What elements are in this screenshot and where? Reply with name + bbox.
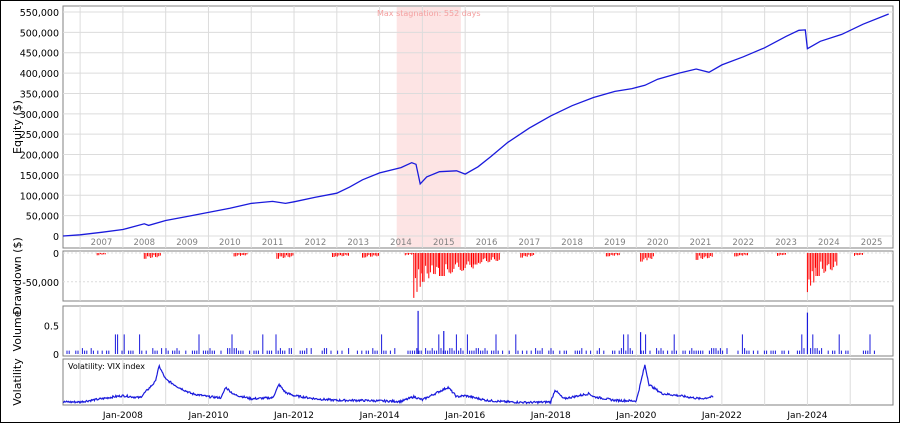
stagnation-label: Max stagnation: 552 days bbox=[377, 9, 481, 18]
year-label: 2022 bbox=[732, 238, 754, 248]
date-tick-label: Jan-2014 bbox=[359, 411, 400, 421]
stagnation-band bbox=[396, 7, 461, 247]
date-tick-label: Jan-2024 bbox=[786, 411, 827, 421]
volume-tick-label: 0.5 bbox=[44, 321, 59, 332]
equity-plot-frame bbox=[62, 5, 894, 249]
volume-axis-title: Volume bbox=[11, 310, 24, 351]
volatility-panel: Volatility: VIX index Volatility Jan-2008 J… bbox=[11, 358, 894, 421]
equity-tick-label: 550,000 bbox=[20, 8, 59, 19]
equity-tick-label: 350,000 bbox=[20, 89, 59, 100]
equity-axis-title: Equity ($) bbox=[11, 100, 24, 154]
volume-panel: 0 0.5 Volume bbox=[11, 305, 894, 361]
year-label: 2025 bbox=[861, 238, 883, 248]
year-label: 2020 bbox=[647, 238, 669, 248]
equity-tick-label: 0 bbox=[53, 232, 59, 243]
year-label: 2024 bbox=[818, 238, 840, 248]
equity-tick-label: 400,000 bbox=[20, 69, 59, 80]
volume-tick-label: 0 bbox=[53, 350, 59, 361]
date-tick-label: Jan-2018 bbox=[530, 411, 571, 421]
drawdown-tick-label: -50,000 bbox=[22, 278, 59, 289]
year-label: 2012 bbox=[305, 238, 327, 248]
volatility-line bbox=[62, 363, 714, 405]
year-label: 2013 bbox=[347, 238, 369, 248]
year-label: 2016 bbox=[476, 238, 498, 248]
year-label: 2015 bbox=[433, 238, 455, 248]
date-tick-label: Jan-2012 bbox=[273, 411, 314, 421]
equity-tick-label: 150,000 bbox=[20, 171, 59, 182]
drawdown-tick-label: 0 bbox=[53, 249, 59, 260]
year-label: 2018 bbox=[561, 238, 583, 248]
volatility-legend: Volatility: VIX index bbox=[68, 362, 145, 371]
year-label: 2023 bbox=[775, 238, 797, 248]
year-label: 2008 bbox=[133, 238, 155, 248]
year-label: 2017 bbox=[519, 238, 541, 248]
date-tick-label: Jan-2022 bbox=[701, 411, 742, 421]
equity-tick-label: 450,000 bbox=[20, 49, 59, 60]
drawdown-axis-title: Drawdown ($) bbox=[11, 237, 24, 315]
equity-line bbox=[62, 13, 889, 237]
volume-plot-frame bbox=[62, 305, 894, 357]
year-label: 2021 bbox=[690, 238, 712, 248]
year-label: 2010 bbox=[219, 238, 241, 248]
date-tick-label: Jan-2008 bbox=[102, 411, 143, 421]
year-label: 2014 bbox=[390, 238, 412, 248]
date-tick-label: Jan-2020 bbox=[615, 411, 656, 421]
volatility-plot-frame bbox=[62, 358, 894, 406]
equity-tick-label: 500,000 bbox=[20, 28, 59, 39]
date-tick-label: Jan-2016 bbox=[444, 411, 485, 421]
year-label: 2019 bbox=[604, 238, 626, 248]
equity-tick-label: 50,000 bbox=[26, 212, 59, 223]
equity-tick-label: 200,000 bbox=[20, 151, 59, 162]
equity-tick-label: 300,000 bbox=[20, 110, 59, 121]
year-label: 2011 bbox=[262, 238, 284, 248]
year-label: 2009 bbox=[176, 238, 198, 248]
equity-tick-label: 250,000 bbox=[20, 130, 59, 141]
date-tick-label: Jan-2010 bbox=[187, 411, 228, 421]
equity-tick-label: 100,000 bbox=[20, 191, 59, 202]
year-label: 2007 bbox=[91, 238, 113, 248]
volatility-axis-title: Volatility bbox=[11, 358, 24, 406]
equity-panel: 0 50,000 100,000 150,000 200,000 250,000 300,0… bbox=[11, 5, 894, 249]
